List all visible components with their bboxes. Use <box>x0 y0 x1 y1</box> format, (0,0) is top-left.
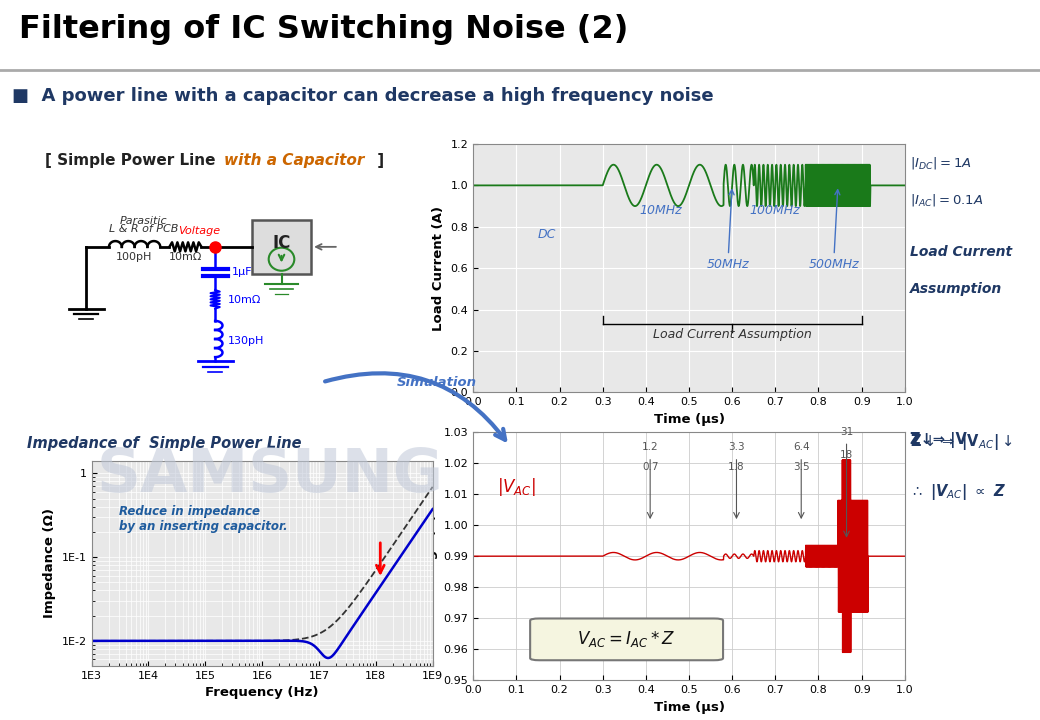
Text: Filtering of IC Switching Noise (2): Filtering of IC Switching Noise (2) <box>19 14 628 45</box>
Text: Z$\downarrow$$\Rightarrow$ |V$_{AC}$|$\downarrow$: Z$\downarrow$$\Rightarrow$ |V$_{AC}$|$\d… <box>910 432 1013 452</box>
Text: $|I_{AC}|$$= 0.1A$: $|I_{AC}|$$= 0.1A$ <box>910 192 984 208</box>
Text: 1.2: 1.2 <box>642 442 658 452</box>
Text: 1.8: 1.8 <box>728 462 745 472</box>
Text: $V_{AC} = I_{AC} * Z$: $V_{AC} = I_{AC} * Z$ <box>577 629 676 649</box>
Text: Load Current Assumption: Load Current Assumption <box>653 328 811 341</box>
Text: 6.4: 6.4 <box>792 442 809 452</box>
Text: $|I_{DC}|$$= 1A$: $|I_{DC}|$$= 1A$ <box>910 155 971 171</box>
X-axis label: Time (μs): Time (μs) <box>653 701 725 714</box>
Text: 1μF: 1μF <box>232 266 253 276</box>
Text: Z↓⇒ |V: Z↓⇒ |V <box>910 432 967 448</box>
Text: $\therefore$ |V$_{AC}$| $\propto$ Z: $\therefore$ |V$_{AC}$| $\propto$ Z <box>910 482 1006 503</box>
Y-axis label: Impedance (Ω): Impedance (Ω) <box>43 508 56 618</box>
Text: IC: IC <box>272 234 291 252</box>
Text: [ Simple Power Line: [ Simple Power Line <box>45 153 220 168</box>
Text: ■  A power line with a capacitor can decrease a high frequency noise: ■ A power line with a capacitor can decr… <box>12 87 714 105</box>
Text: Reduce in impedance
by an inserting capacitor.: Reduce in impedance by an inserting capa… <box>119 505 287 533</box>
Text: Assumption: Assumption <box>910 282 1003 296</box>
Text: Impedance of  Simple Power Line: Impedance of Simple Power Line <box>27 436 302 451</box>
Text: SAMSUNG: SAMSUNG <box>97 446 444 505</box>
Text: 130pH: 130pH <box>228 336 264 346</box>
X-axis label: Frequency (Hz): Frequency (Hz) <box>205 686 319 699</box>
Text: 50MHz: 50MHz <box>706 190 749 271</box>
Text: 18: 18 <box>840 450 853 460</box>
Text: with a Capacitor: with a Capacitor <box>225 153 365 168</box>
Text: Simulation: Simulation <box>397 376 476 389</box>
Text: DC: DC <box>538 228 556 241</box>
Y-axis label: Voltage (V): Voltage (V) <box>425 514 438 598</box>
Y-axis label: Load Current (A): Load Current (A) <box>432 206 445 330</box>
Text: ]: ] <box>372 153 384 168</box>
FancyBboxPatch shape <box>252 220 311 274</box>
Text: Load Current: Load Current <box>910 245 1012 258</box>
Text: Parasitic: Parasitic <box>120 216 167 226</box>
Text: 10mΩ: 10mΩ <box>168 252 202 262</box>
FancyBboxPatch shape <box>530 618 723 660</box>
X-axis label: Time (μs): Time (μs) <box>653 413 725 426</box>
Text: Voltage: Voltage <box>178 225 220 235</box>
Text: 10mΩ: 10mΩ <box>228 294 261 305</box>
Text: 0.7: 0.7 <box>642 462 658 472</box>
Text: 31: 31 <box>840 427 853 436</box>
Text: $|V_{AC}|$: $|V_{AC}|$ <box>497 476 536 498</box>
Text: L & R of PCB: L & R of PCB <box>109 225 179 235</box>
Text: 3.5: 3.5 <box>792 462 809 472</box>
Text: 500MHz: 500MHz <box>808 190 859 271</box>
Text: 3.3: 3.3 <box>728 442 745 452</box>
Text: 100MHz: 100MHz <box>750 204 800 217</box>
Text: 100pH: 100pH <box>116 252 152 262</box>
Text: 10MHz: 10MHz <box>640 204 682 217</box>
